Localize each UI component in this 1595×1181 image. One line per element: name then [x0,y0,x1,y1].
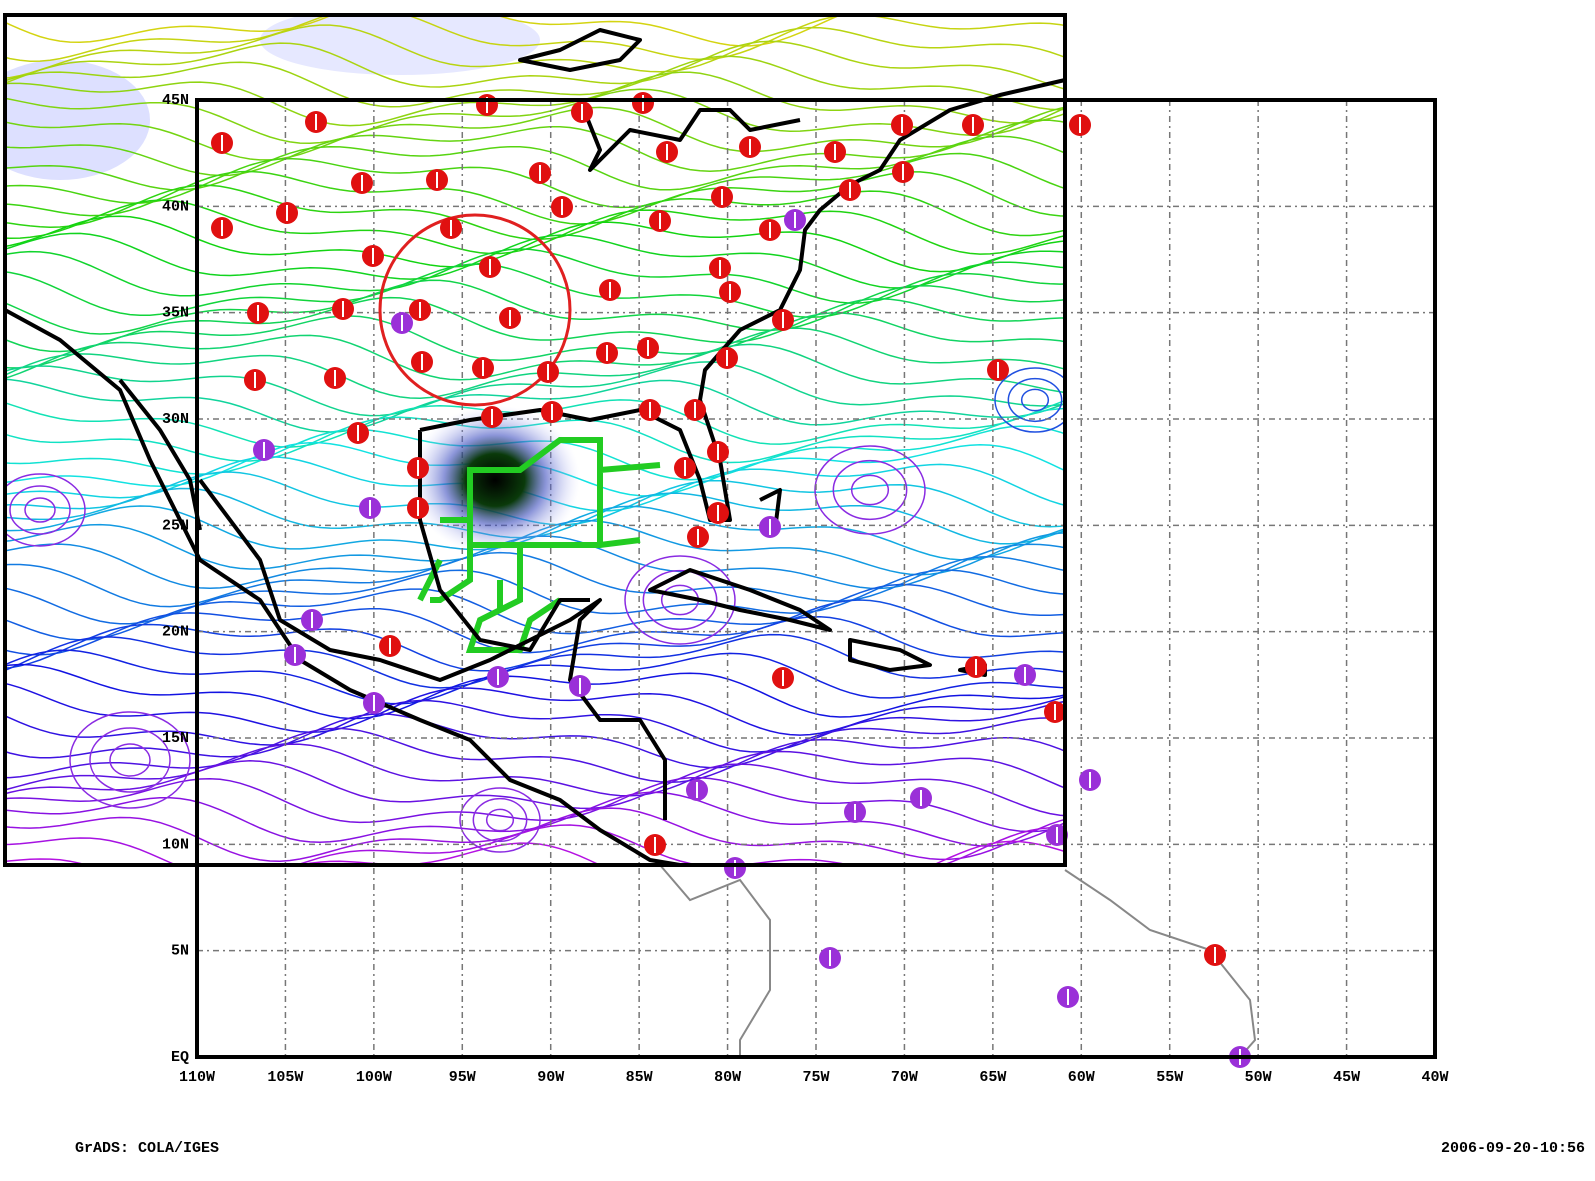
lon-tick-label: 80W [714,1069,741,1086]
lon-tick-label: 85W [626,1069,653,1086]
lat-tick-label: 40N [162,198,189,215]
streamline [5,727,1065,784]
coastline-outer [659,864,1257,1058]
lat-tick-label: 45N [162,92,189,109]
eddy [109,743,151,777]
lon-tick-label: 105W [267,1069,303,1086]
streamline [5,824,1065,865]
grid [197,100,1435,1057]
lon-tick-label: 100W [356,1069,392,1086]
lat-tick-label: 30N [162,411,189,428]
streamline [5,15,843,47]
streamline [5,378,1065,433]
shading [5,60,150,180]
streamline [5,663,1065,720]
eddy [89,727,171,793]
stations [211,92,1251,1068]
lon-tick-label: 55W [1156,1069,1183,1086]
lon-tick-label: 50W [1245,1069,1272,1086]
streamline [5,232,1065,289]
streamline [5,760,1065,817]
streamline [5,248,1065,304]
lon-tick-label: 40W [1421,1069,1448,1086]
streamline [5,15,1065,62]
streamline [5,215,1065,273]
streamline [5,343,1065,399]
streamline [5,649,1065,705]
streamline [5,682,1065,736]
green-contour [417,437,661,653]
lon-tick-label: 90W [537,1069,564,1086]
streamline [5,599,1065,656]
lat-tick-label: 5N [171,943,189,960]
eddy [24,497,56,523]
footer-left: GrADS: COLA/IGES [75,1140,219,1157]
footer-right: 2006-09-20-10:56 [1441,1140,1585,1157]
streamline [5,263,1065,319]
eddy [1007,377,1063,423]
lat-tick-label: 10N [162,836,189,853]
streamline [5,24,1065,79]
eddy [814,445,926,535]
eddy [642,569,718,631]
region-circle [378,213,572,407]
eddy [9,485,71,535]
lon-tick-label: 75W [802,1069,829,1086]
lon-tick-label: 60W [1068,1069,1095,1086]
lat-tick-label: EQ [171,1049,189,1066]
streamline [5,569,1065,625]
eddy [5,473,86,547]
streamline [5,616,1065,672]
streamline [5,279,1065,335]
streamline [5,119,1065,177]
streamline [5,551,1065,608]
eddy [994,367,1065,433]
streamline [5,296,1065,353]
lat-tick-label: 25N [162,517,189,534]
shading [260,15,540,75]
lon-tick-label: 95W [449,1069,476,1086]
streamline [5,40,1065,90]
streamline [5,71,1065,127]
eddy [832,459,908,521]
lon-tick-label: 45W [1333,1069,1360,1086]
streamline [5,583,1065,641]
eddy [485,808,515,832]
streamline [5,776,1065,833]
eddy [69,711,191,809]
streamline [5,312,1065,369]
streamline [5,327,1065,381]
streamline [5,633,1065,689]
eddy [459,787,541,853]
streamline [5,170,1065,225]
lon-tick-label: 65W [979,1069,1006,1086]
eddy [472,797,528,843]
streamline [5,743,1065,797]
streamline [5,106,1065,161]
lat-tick-label: 15N [162,730,189,747]
eddy [624,555,736,645]
eddy [850,474,890,506]
inner-frame [3,13,1067,867]
lon-tick-label: 110W [179,1069,215,1086]
eddy [1020,388,1050,412]
streamline [5,55,1065,111]
streamline [5,807,1065,862]
streamline [5,199,1065,255]
outer-frame [195,98,1437,1059]
lon-tick-label: 70W [891,1069,918,1086]
lat-tick-label: 20N [162,624,189,641]
lat-tick-label: 35N [162,305,189,322]
